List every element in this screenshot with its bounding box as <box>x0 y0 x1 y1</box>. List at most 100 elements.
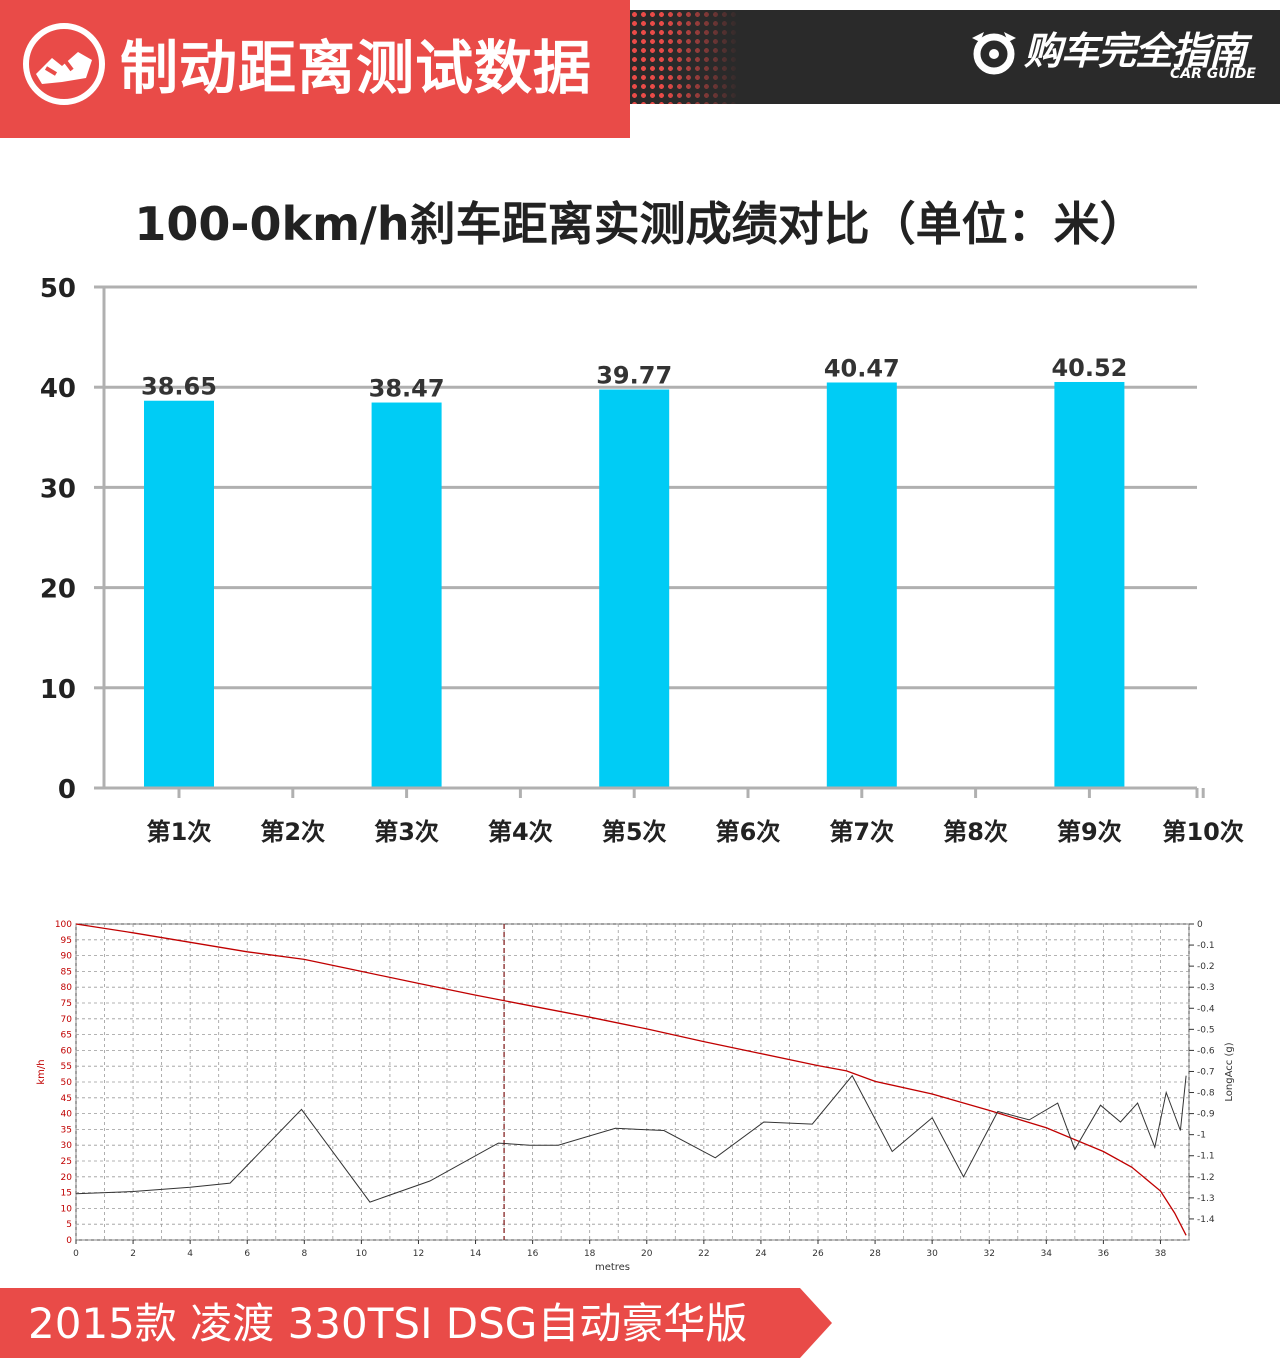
data-label: 40.52 <box>1051 354 1127 382</box>
speed-series-line <box>75 923 1187 1236</box>
x-tick-label: 6 <box>244 1249 250 1259</box>
halftone-pattern <box>630 10 740 104</box>
x-tick-label: 20 <box>641 1249 653 1259</box>
right-tick-label: -0.4 <box>1197 1004 1215 1014</box>
y-tick-label: 0 <box>58 775 76 805</box>
x-tick-label: 24 <box>755 1249 767 1259</box>
bar <box>599 389 670 787</box>
left-tick-label: 50 <box>61 1078 73 1088</box>
y-tick-label: 10 <box>40 675 76 705</box>
header-dark-banner <box>630 10 1280 104</box>
page-title: 制动距离测试数据 <box>120 34 593 102</box>
left-tick-label: 0 <box>66 1236 72 1246</box>
braking-shoe-icon <box>22 22 106 106</box>
telemetry-chart: 0510152025303540455055606570758085909510… <box>36 920 1235 1273</box>
right-tick-label: -1 <box>1197 1131 1206 1141</box>
bar-chart: 0 10 20 30 40 50 第1次 第2次 第3次 第4次 第5次 第6次 第7次 第8次 第9次 第1… <box>40 274 1244 846</box>
right-tick-label: -0.3 <box>1197 983 1215 993</box>
x-tick-label: 28 <box>869 1249 881 1259</box>
x-tick-label: 26 <box>812 1249 824 1259</box>
left-tick-label: 85 <box>61 967 72 977</box>
header-red-banner <box>0 0 630 138</box>
y2-axis-label: LongAcc (g) <box>1224 1042 1235 1101</box>
y-tick-label: 30 <box>40 474 76 504</box>
x-category-label: 第9次 <box>1057 818 1122 846</box>
left-tick-label: 100 <box>55 920 72 930</box>
x-tick-label: 36 <box>1098 1249 1110 1259</box>
y-tick-label: 20 <box>40 575 76 605</box>
y-tick-label: 50 <box>40 274 76 304</box>
x-tick-label: 2 <box>130 1249 136 1259</box>
plot-frame <box>75 923 1190 1241</box>
bar <box>826 382 897 787</box>
left-tick-label: 55 <box>61 1062 72 1072</box>
bar <box>144 400 214 787</box>
left-tick-label: 40 <box>61 1110 73 1120</box>
x-tick-label: 30 <box>926 1249 938 1259</box>
right-tick-label: -1.4 <box>1197 1215 1215 1225</box>
x-tick-label: 4 <box>187 1249 193 1259</box>
x-category-label: 第8次 <box>943 818 1008 846</box>
brand-logo: 购车完全指南 CAR GUIDE <box>966 18 1256 88</box>
x-category-label: 第7次 <box>829 818 894 846</box>
x-tick-label: 34 <box>1041 1249 1053 1259</box>
x-category-label: 第10次 <box>1162 818 1243 846</box>
x-category-label: 第6次 <box>716 818 781 846</box>
brand-wheel-icon <box>972 32 1016 75</box>
y-axis-label: km/h <box>36 1059 47 1084</box>
acceleration-series-line <box>75 1074 1187 1203</box>
left-tick-label: 20 <box>61 1173 73 1183</box>
left-tick-label: 95 <box>61 936 72 946</box>
left-tick-label: 15 <box>61 1189 72 1199</box>
left-tick-label: 70 <box>61 1015 73 1025</box>
x-tick-label: 18 <box>584 1249 596 1259</box>
x-category-label: 第4次 <box>488 818 553 846</box>
x-category-label: 第2次 <box>260 818 325 846</box>
brand-subtitle: CAR GUIDE <box>1169 66 1256 82</box>
x-category-label: 第5次 <box>602 818 667 846</box>
left-tick-label: 10 <box>61 1204 73 1214</box>
x-tick-label: 12 <box>413 1249 424 1259</box>
left-tick-label: 60 <box>61 1046 73 1056</box>
left-tick-label: 80 <box>61 983 73 993</box>
right-tick-label: -0.1 <box>1197 941 1215 951</box>
left-tick-label: 35 <box>61 1125 72 1135</box>
right-tick-label: -0.5 <box>1197 1025 1215 1035</box>
right-tick-label: -1.3 <box>1197 1194 1215 1204</box>
right-tick-label: -1.2 <box>1197 1173 1215 1183</box>
left-tick-label: 90 <box>61 952 73 962</box>
right-tick-label: -0.7 <box>1197 1067 1215 1077</box>
right-tick-label: 0 <box>1197 920 1203 930</box>
left-tick-label: 45 <box>61 1094 72 1104</box>
y-tick-label: 40 <box>40 374 76 404</box>
x-tick-label: 16 <box>527 1249 539 1259</box>
left-tick-label: 30 <box>61 1141 73 1151</box>
x-axis-label: metres <box>595 1262 630 1273</box>
data-label: 38.65 <box>141 373 217 401</box>
x-tick-label: 10 <box>356 1249 368 1259</box>
x-category-label: 第1次 <box>147 818 212 846</box>
data-label: 39.77 <box>596 362 672 390</box>
x-tick-label: 14 <box>470 1249 482 1259</box>
right-tick-label: -0.9 <box>1197 1110 1215 1120</box>
x-tick-label: 8 <box>301 1249 307 1259</box>
x-tick-label: 0 <box>73 1249 79 1259</box>
right-tick-label: -0.8 <box>1197 1089 1215 1099</box>
x-tick-label: 32 <box>984 1249 995 1259</box>
vehicle-model-label: 2015款 凌渡 330TSI DSG自动豪华版 <box>28 1299 748 1348</box>
brand-name: 购车完全指南 <box>1024 29 1247 73</box>
right-tick-label: -0.2 <box>1197 962 1215 972</box>
x-tick-label: 22 <box>698 1249 709 1259</box>
left-tick-label: 5 <box>66 1220 72 1230</box>
data-label: 38.47 <box>369 375 445 403</box>
right-tick-label: -0.6 <box>1197 1046 1215 1056</box>
x-category-label: 第3次 <box>374 818 439 846</box>
data-label: 40.47 <box>824 354 900 382</box>
bar <box>371 402 442 787</box>
chart-title: 100-0km/h刹车距离实测成绩对比（单位：米） <box>134 197 1146 251</box>
right-tick-label: -1.1 <box>1197 1152 1215 1162</box>
bar <box>1054 381 1125 787</box>
left-tick-label: 75 <box>61 999 72 1009</box>
left-tick-label: 25 <box>61 1157 72 1167</box>
left-tick-label: 65 <box>61 1031 72 1041</box>
